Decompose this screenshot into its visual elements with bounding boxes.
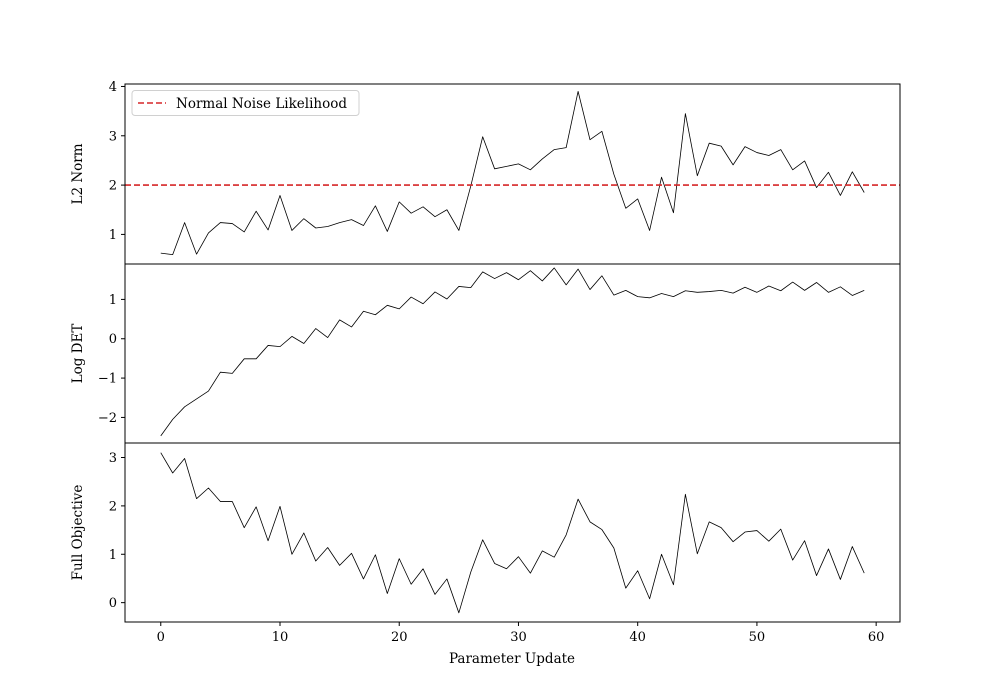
panel-full-objective: 0 1 2 3 Full Objective — [70, 442, 901, 623]
panel-l2-norm-ytick-label: 4 — [109, 80, 117, 95]
panel-log-det-ytick-label: 0 — [109, 332, 117, 347]
legend-label: Normal Noise Likelihood — [176, 96, 347, 112]
x-tick-label: 20 — [391, 630, 408, 645]
panel-full-objective-ytick-label: 2 — [109, 499, 117, 514]
panel-full-objective-ylabel: Full Objective — [70, 485, 86, 581]
x-axis-ticks: 0 10 20 30 40 50 60 — [157, 622, 885, 645]
panel-log-det-series-line-0 — [160, 267, 865, 437]
panel-l2-norm-ytick-label: 3 — [109, 129, 117, 144]
panel-log-det-yticks: −2 −1 0 1 — [98, 293, 125, 426]
panel-full-objective-ytick-label: 1 — [109, 548, 117, 563]
panel-log-det: −2 −1 0 1 Log DET — [70, 263, 901, 444]
panel-log-det-plot-group — [160, 267, 865, 437]
panel-log-det-ytick-label: 1 — [109, 293, 117, 308]
legend-box — [131, 90, 360, 116]
legend: Normal Noise Likelihood — [131, 90, 360, 116]
x-tick-label: 40 — [629, 630, 646, 645]
panel-l2-norm-yticks: 1 2 3 4 — [109, 80, 125, 243]
panel-l2-norm-ytick-label: 2 — [109, 179, 117, 194]
panel-full-objective-ytick-label: 0 — [109, 596, 117, 611]
x-tick-label: 30 — [510, 630, 527, 645]
panel-l2-norm-ytick-label: 1 — [109, 228, 117, 243]
x-axis-label: Parameter Update — [449, 651, 575, 667]
panel-l2-norm: 1 2 3 4 L2 Norm Normal Noise Likelihood — [70, 80, 901, 265]
panel-full-objective-series-line-0 — [160, 452, 865, 614]
panel-full-objective-yticks: 0 1 2 3 — [109, 451, 125, 611]
panel-l2-norm-plot-group — [125, 91, 900, 256]
x-tick-label: 60 — [868, 630, 885, 645]
panel-log-det-ytick-label: −2 — [98, 411, 117, 426]
x-tick-label: 0 — [157, 630, 165, 645]
panel-full-objective-plot-group — [160, 452, 865, 614]
x-tick-label: 50 — [749, 630, 766, 645]
panel-l2-norm-ylabel: L2 Norm — [70, 143, 86, 204]
panel-log-det-ytick-label: −1 — [98, 372, 117, 387]
x-tick-label: 10 — [272, 630, 289, 645]
panel-full-objective-ytick-label: 3 — [109, 451, 117, 466]
panel-log-det-ylabel: Log DET — [70, 324, 86, 384]
panel-l2-norm-series-line-0 — [160, 91, 865, 256]
panel-full-objective-frame — [124, 442, 901, 623]
